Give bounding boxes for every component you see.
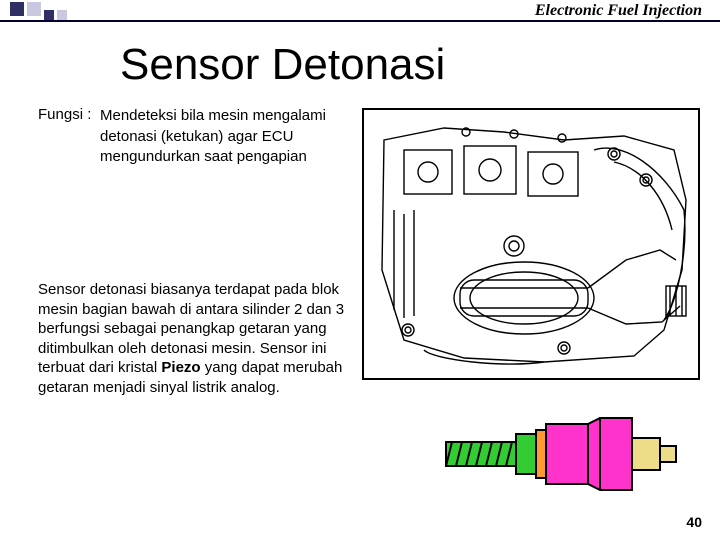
decor-square <box>57 10 67 20</box>
engine-diagram-svg <box>364 110 698 378</box>
page-number: 40 <box>686 514 702 530</box>
slide: Electronic Fuel Injection Sensor Detonas… <box>0 0 720 540</box>
decor-square <box>27 2 41 16</box>
sensor-diagram-svg <box>440 408 690 500</box>
description-paragraph: Sensor detonasi biasanya terdapat pada b… <box>38 280 346 397</box>
decor-square <box>10 2 24 16</box>
function-body: Mendeteksi bila mesin mengalami detonasi… <box>100 106 338 167</box>
header-label: Electronic Fuel Injection <box>535 2 702 20</box>
slide-title: Sensor Detonasi <box>120 40 445 90</box>
decor-squares <box>10 2 67 20</box>
sensor-diagram <box>440 408 690 500</box>
top-bar: Electronic Fuel Injection <box>0 0 720 28</box>
engine-diagram <box>362 108 700 380</box>
function-block: Fungsi : Mendeteksi bila mesin mengalami… <box>38 105 338 167</box>
header-rule <box>0 20 720 22</box>
paragraph-bold: Piezo <box>161 359 200 376</box>
function-label: Fungsi : <box>38 106 91 123</box>
decor-square <box>44 10 54 20</box>
